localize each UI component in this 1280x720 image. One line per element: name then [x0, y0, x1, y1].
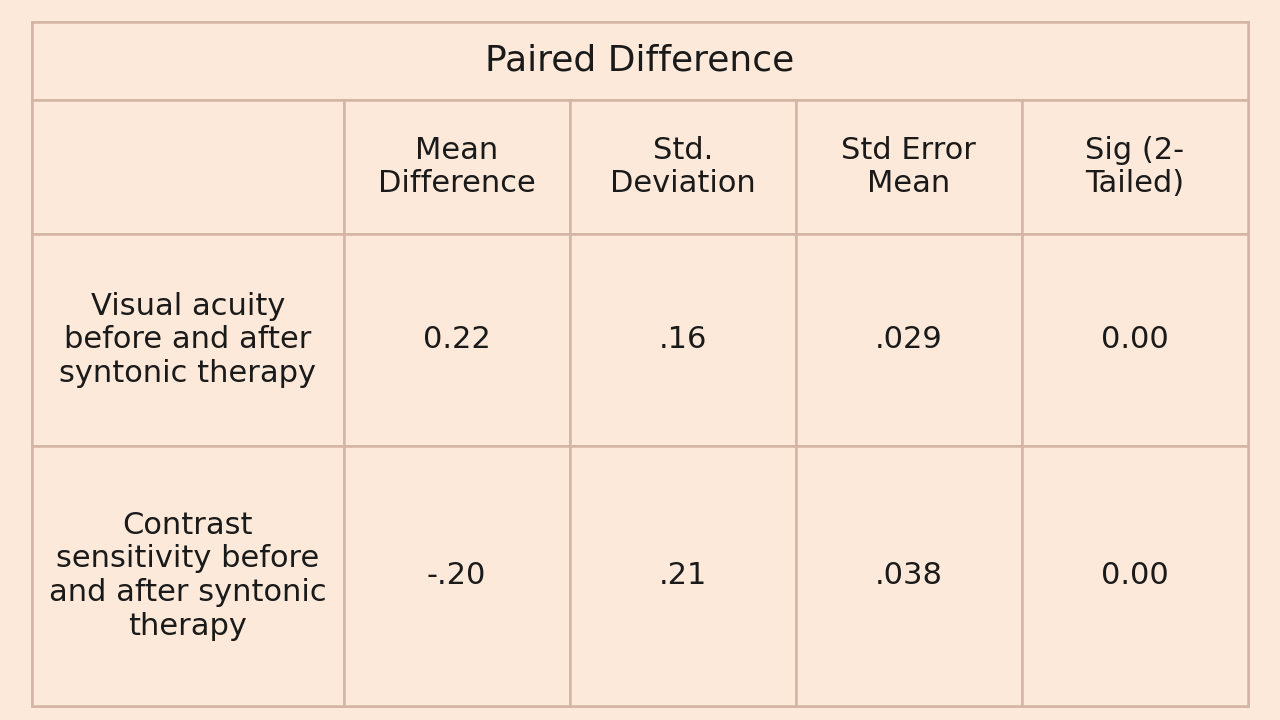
Bar: [796, 446, 1021, 706]
Text: .16: .16: [659, 325, 707, 354]
Text: Mean
Difference: Mean Difference: [378, 135, 535, 198]
Text: -.20: -.20: [428, 561, 486, 590]
Text: 0.00: 0.00: [1101, 561, 1169, 590]
Text: Sig (2-
Tailed): Sig (2- Tailed): [1085, 135, 1184, 198]
Bar: [343, 100, 570, 233]
Text: .21: .21: [659, 561, 707, 590]
Text: Std.
Deviation: Std. Deviation: [609, 135, 755, 198]
Text: .038: .038: [874, 561, 943, 590]
Text: Paired Difference: Paired Difference: [485, 44, 795, 78]
Bar: [32, 233, 343, 446]
Text: Std Error
Mean: Std Error Mean: [841, 135, 977, 198]
Bar: [796, 100, 1021, 233]
Bar: [1021, 100, 1248, 233]
Bar: [1021, 446, 1248, 706]
Bar: [343, 446, 570, 706]
Bar: [570, 446, 796, 706]
Bar: [570, 100, 796, 233]
Bar: [32, 22, 1248, 100]
Text: Visual acuity
before and after
syntonic therapy: Visual acuity before and after syntonic …: [59, 292, 316, 388]
Bar: [343, 233, 570, 446]
Bar: [796, 233, 1021, 446]
Bar: [32, 100, 343, 233]
Text: 0.22: 0.22: [422, 325, 490, 354]
Bar: [570, 233, 796, 446]
Bar: [32, 446, 343, 706]
Text: .029: .029: [876, 325, 943, 354]
Text: Contrast
sensitivity before
and after syntonic
therapy: Contrast sensitivity before and after sy…: [49, 510, 326, 641]
Text: 0.00: 0.00: [1101, 325, 1169, 354]
Bar: [1021, 233, 1248, 446]
